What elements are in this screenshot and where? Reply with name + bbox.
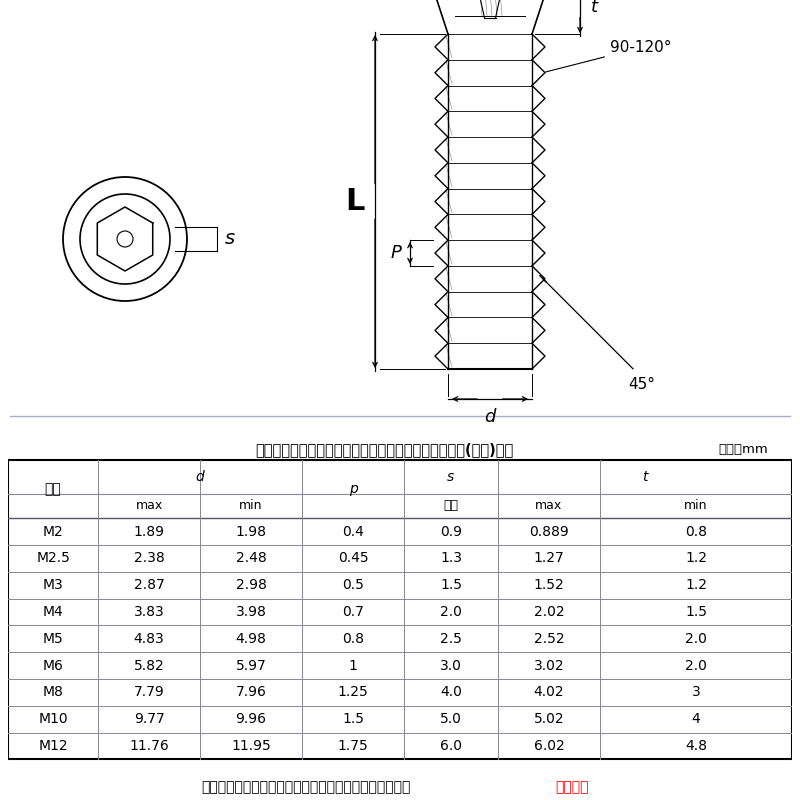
Text: 2.52: 2.52 — [534, 632, 564, 646]
Text: 2.0: 2.0 — [440, 605, 462, 619]
Text: 4.8: 4.8 — [685, 739, 707, 753]
Text: 5.02: 5.02 — [534, 712, 564, 726]
Text: M3: M3 — [42, 578, 63, 592]
Text: 公称: 公称 — [443, 499, 458, 513]
Text: 1.5: 1.5 — [342, 712, 364, 726]
Text: min: min — [239, 499, 262, 513]
Text: 2.02: 2.02 — [534, 605, 564, 619]
Text: p: p — [349, 482, 358, 496]
Text: d: d — [196, 470, 205, 484]
Text: 1.5: 1.5 — [685, 605, 707, 619]
Text: 2.48: 2.48 — [236, 551, 266, 566]
Text: 单位：mm: 单位：mm — [718, 442, 769, 455]
Text: 4.83: 4.83 — [134, 632, 165, 646]
Text: 2.38: 2.38 — [134, 551, 165, 566]
Text: 11.95: 11.95 — [231, 739, 271, 753]
Text: 2.0: 2.0 — [685, 632, 707, 646]
Text: 4.98: 4.98 — [236, 632, 266, 646]
Text: 1.75: 1.75 — [338, 739, 368, 753]
Text: 0.9: 0.9 — [440, 525, 462, 538]
Text: 1.5: 1.5 — [440, 578, 462, 592]
Text: M12: M12 — [38, 739, 68, 753]
Text: 3.02: 3.02 — [534, 658, 564, 673]
Text: P: P — [390, 244, 402, 262]
Text: 4: 4 — [691, 712, 700, 726]
Text: M10: M10 — [38, 712, 68, 726]
Text: s: s — [225, 230, 235, 249]
Text: 1.3: 1.3 — [440, 551, 462, 566]
Text: 2.0: 2.0 — [685, 658, 707, 673]
Text: t: t — [590, 0, 598, 15]
Text: 5.97: 5.97 — [236, 658, 266, 673]
Text: 0.8: 0.8 — [685, 525, 707, 538]
Text: M5: M5 — [42, 632, 63, 646]
Text: 螺母、平垫圈、挡圈等尺寸：以配套使用的螺丝的直径(粗细)为准: 螺母、平垫圈、挡圈等尺寸：以配套使用的螺丝的直径(粗细)为准 — [255, 442, 514, 458]
Text: 1.89: 1.89 — [134, 525, 165, 538]
Text: 5.82: 5.82 — [134, 658, 165, 673]
Text: max: max — [135, 499, 162, 513]
Text: 9.77: 9.77 — [134, 712, 165, 726]
Text: d: d — [484, 408, 496, 426]
Text: M2: M2 — [42, 525, 63, 538]
Text: 1.2: 1.2 — [685, 578, 707, 592]
Text: 0.45: 0.45 — [338, 551, 368, 566]
Text: 2.87: 2.87 — [134, 578, 165, 592]
Text: 45°: 45° — [628, 377, 655, 392]
Text: min: min — [684, 499, 708, 513]
Text: 2.5: 2.5 — [440, 632, 462, 646]
Text: 6.02: 6.02 — [534, 739, 564, 753]
Text: 0.7: 0.7 — [342, 605, 364, 619]
Text: 0.5: 0.5 — [342, 578, 364, 592]
Text: 由于不是同一批次生产，实际尺寸与表格可能有点误差，: 由于不是同一批次生产，实际尺寸与表格可能有点误差， — [202, 781, 410, 794]
Text: 5.0: 5.0 — [440, 712, 462, 726]
Text: 仅供参考: 仅供参考 — [556, 781, 590, 794]
Text: M8: M8 — [42, 686, 63, 699]
Text: 1.2: 1.2 — [685, 551, 707, 566]
Text: 1.52: 1.52 — [534, 578, 564, 592]
Text: 1.27: 1.27 — [534, 551, 564, 566]
Text: 规格: 规格 — [45, 482, 62, 496]
Text: 11.76: 11.76 — [130, 739, 169, 753]
Text: 6.0: 6.0 — [440, 739, 462, 753]
Text: 4.02: 4.02 — [534, 686, 564, 699]
Text: s: s — [447, 470, 454, 484]
Text: 4.0: 4.0 — [440, 686, 462, 699]
Text: 0.4: 0.4 — [342, 525, 364, 538]
Text: 0.8: 0.8 — [342, 632, 364, 646]
Text: 3.98: 3.98 — [236, 605, 266, 619]
Text: 3: 3 — [691, 686, 700, 699]
Text: 0.889: 0.889 — [529, 525, 569, 538]
Text: max: max — [535, 499, 562, 513]
Text: 3.83: 3.83 — [134, 605, 165, 619]
Text: 90-120°: 90-120° — [546, 40, 671, 72]
Text: 2.98: 2.98 — [236, 578, 266, 592]
Text: t: t — [642, 470, 648, 484]
Text: 7.79: 7.79 — [134, 686, 165, 699]
Text: 9.96: 9.96 — [235, 712, 266, 726]
Text: L: L — [346, 187, 365, 216]
Text: 1.98: 1.98 — [235, 525, 266, 538]
Text: 1.25: 1.25 — [338, 686, 368, 699]
Text: M4: M4 — [42, 605, 63, 619]
Text: 7.96: 7.96 — [236, 686, 266, 699]
Text: M6: M6 — [42, 658, 63, 673]
Text: 3.0: 3.0 — [440, 658, 462, 673]
Text: M2.5: M2.5 — [36, 551, 70, 566]
Text: 1: 1 — [349, 658, 358, 673]
